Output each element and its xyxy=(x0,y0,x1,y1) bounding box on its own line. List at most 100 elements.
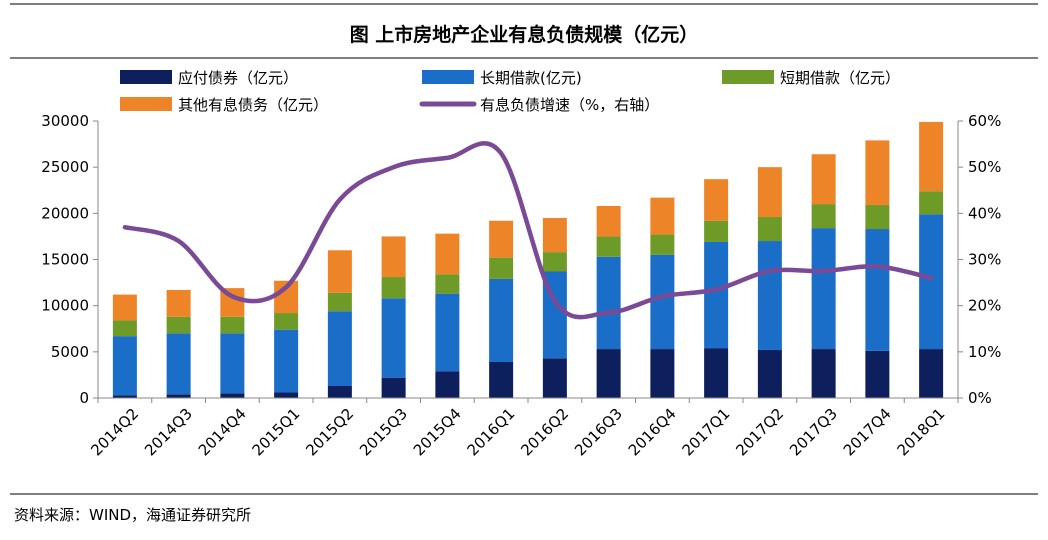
x-tick-label: 2017Q3 xyxy=(786,405,841,460)
x-tick-label: 2015Q2 xyxy=(302,405,357,460)
x-tick-label: 2017Q4 xyxy=(840,405,895,460)
bar-long_term xyxy=(919,214,944,350)
bar-payables xyxy=(596,349,621,398)
growth-point xyxy=(230,294,234,298)
right-tick-label: 40% xyxy=(968,204,1001,222)
left-axis: 0 5000 10000 15000 20000 25000 30000 xyxy=(41,112,99,407)
x-tick-label: 2015Q3 xyxy=(356,405,411,460)
bar-payables xyxy=(166,394,191,398)
x-tick-label: 2017Q2 xyxy=(732,405,787,460)
bar-other xyxy=(596,205,621,237)
growth-line xyxy=(122,141,934,320)
x-tick-label: 2016Q3 xyxy=(571,405,626,460)
growth-point xyxy=(392,165,396,169)
bar-other xyxy=(112,294,137,321)
legend-swatch-long-term xyxy=(422,70,474,84)
x-tick-label: 2018Q1 xyxy=(894,405,949,460)
left-tick-label: 5000 xyxy=(51,343,89,361)
bar-long_term xyxy=(596,256,621,350)
left-tick-label: 30000 xyxy=(41,112,89,130)
right-axis: 0% 10% 20% 30% 40% 50% 60% xyxy=(957,112,1001,407)
x-tick-label: 2016Q1 xyxy=(464,405,519,460)
legend-swatch-short-term xyxy=(722,70,774,84)
bar-short_term xyxy=(542,252,567,272)
bar-short_term xyxy=(166,316,191,334)
growth-point xyxy=(499,151,503,155)
legend: 应付债券（亿元） 长期借款(亿元) 短期借款（亿元） 其他有息债务（亿元） 有息… xyxy=(120,69,900,114)
bar-other xyxy=(489,220,514,258)
x-tick-label: 2014Q4 xyxy=(195,405,250,460)
right-tick-label: 60% xyxy=(968,112,1001,130)
left-tick-label: 10000 xyxy=(41,297,89,315)
growth-point xyxy=(553,299,557,303)
bar-long_term xyxy=(274,329,299,393)
bar-other xyxy=(542,217,567,253)
bar-payables xyxy=(650,349,675,398)
bar-long_term xyxy=(112,336,137,396)
bar-short_term xyxy=(757,217,782,242)
bar-other xyxy=(166,289,191,317)
bar-short_term xyxy=(274,313,299,330)
right-tick-label: 30% xyxy=(968,251,1001,269)
bar-long_term xyxy=(704,241,729,349)
growth-point xyxy=(822,269,826,273)
bar-other xyxy=(327,250,352,293)
growth-point xyxy=(338,197,342,201)
bar-payables xyxy=(811,349,836,398)
bar-short_term xyxy=(650,234,675,255)
legend-label-payables: 应付债券（亿元） xyxy=(178,69,298,87)
x-tick-label: 2014Q2 xyxy=(87,405,142,460)
bar-short_term xyxy=(919,191,944,215)
growth-point xyxy=(607,311,611,315)
right-tick-label: 50% xyxy=(968,158,1001,176)
growth-point xyxy=(875,264,879,268)
bar-payables xyxy=(220,393,245,398)
bar-short_term xyxy=(489,257,514,279)
bar-payables xyxy=(327,385,352,398)
growth-point xyxy=(123,225,127,229)
bar-payables xyxy=(435,371,460,398)
bar-long_term xyxy=(811,228,836,350)
x-tick-label: 2016Q2 xyxy=(517,405,572,460)
bar-short_term xyxy=(596,236,621,257)
bar-other xyxy=(381,236,406,278)
bar-short_term xyxy=(112,320,137,337)
left-tick-label: 0 xyxy=(79,389,89,407)
x-tick-label: 2017Q1 xyxy=(679,405,734,460)
legend-label-short-term: 短期借款（亿元） xyxy=(780,69,900,87)
right-tick-label: 20% xyxy=(968,297,1001,315)
bar-payables xyxy=(542,358,567,398)
x-tick-label: 2015Q1 xyxy=(249,405,304,460)
bar-short_term xyxy=(704,220,729,242)
bar-other xyxy=(865,140,890,206)
growth-line-layer xyxy=(122,141,934,320)
bar-long_term xyxy=(435,293,460,372)
bar-payables xyxy=(757,349,782,398)
bar-payables xyxy=(704,348,729,398)
bar-short_term xyxy=(381,277,406,299)
bar-long_term xyxy=(327,311,352,386)
bar-short_term xyxy=(865,205,890,230)
chart-title: 图 上市房地产企业有息负债规模（亿元） xyxy=(350,23,699,46)
bar-long_term xyxy=(166,333,191,395)
x-tick-label: 2014Q3 xyxy=(141,405,196,460)
bar-other xyxy=(704,179,729,221)
bar-long_term xyxy=(865,229,890,351)
left-tick-label: 15000 xyxy=(41,251,89,269)
bar-short_term xyxy=(811,204,836,229)
bar-other xyxy=(757,167,782,218)
legend-label-other: 其他有息债务（亿元） xyxy=(178,96,328,114)
x-tick-label: 2016Q4 xyxy=(625,405,680,460)
bar-other xyxy=(919,121,944,192)
right-tick-label: 0% xyxy=(968,389,992,407)
bar-payables xyxy=(274,392,299,398)
bar-payables xyxy=(919,349,944,398)
bar-payables xyxy=(865,350,890,398)
growth-point xyxy=(714,288,718,292)
bar-payables xyxy=(381,377,406,398)
bar-other xyxy=(811,154,836,205)
bar-short_term xyxy=(435,274,460,294)
left-tick-label: 25000 xyxy=(41,158,89,176)
right-tick-label: 10% xyxy=(968,343,1001,361)
